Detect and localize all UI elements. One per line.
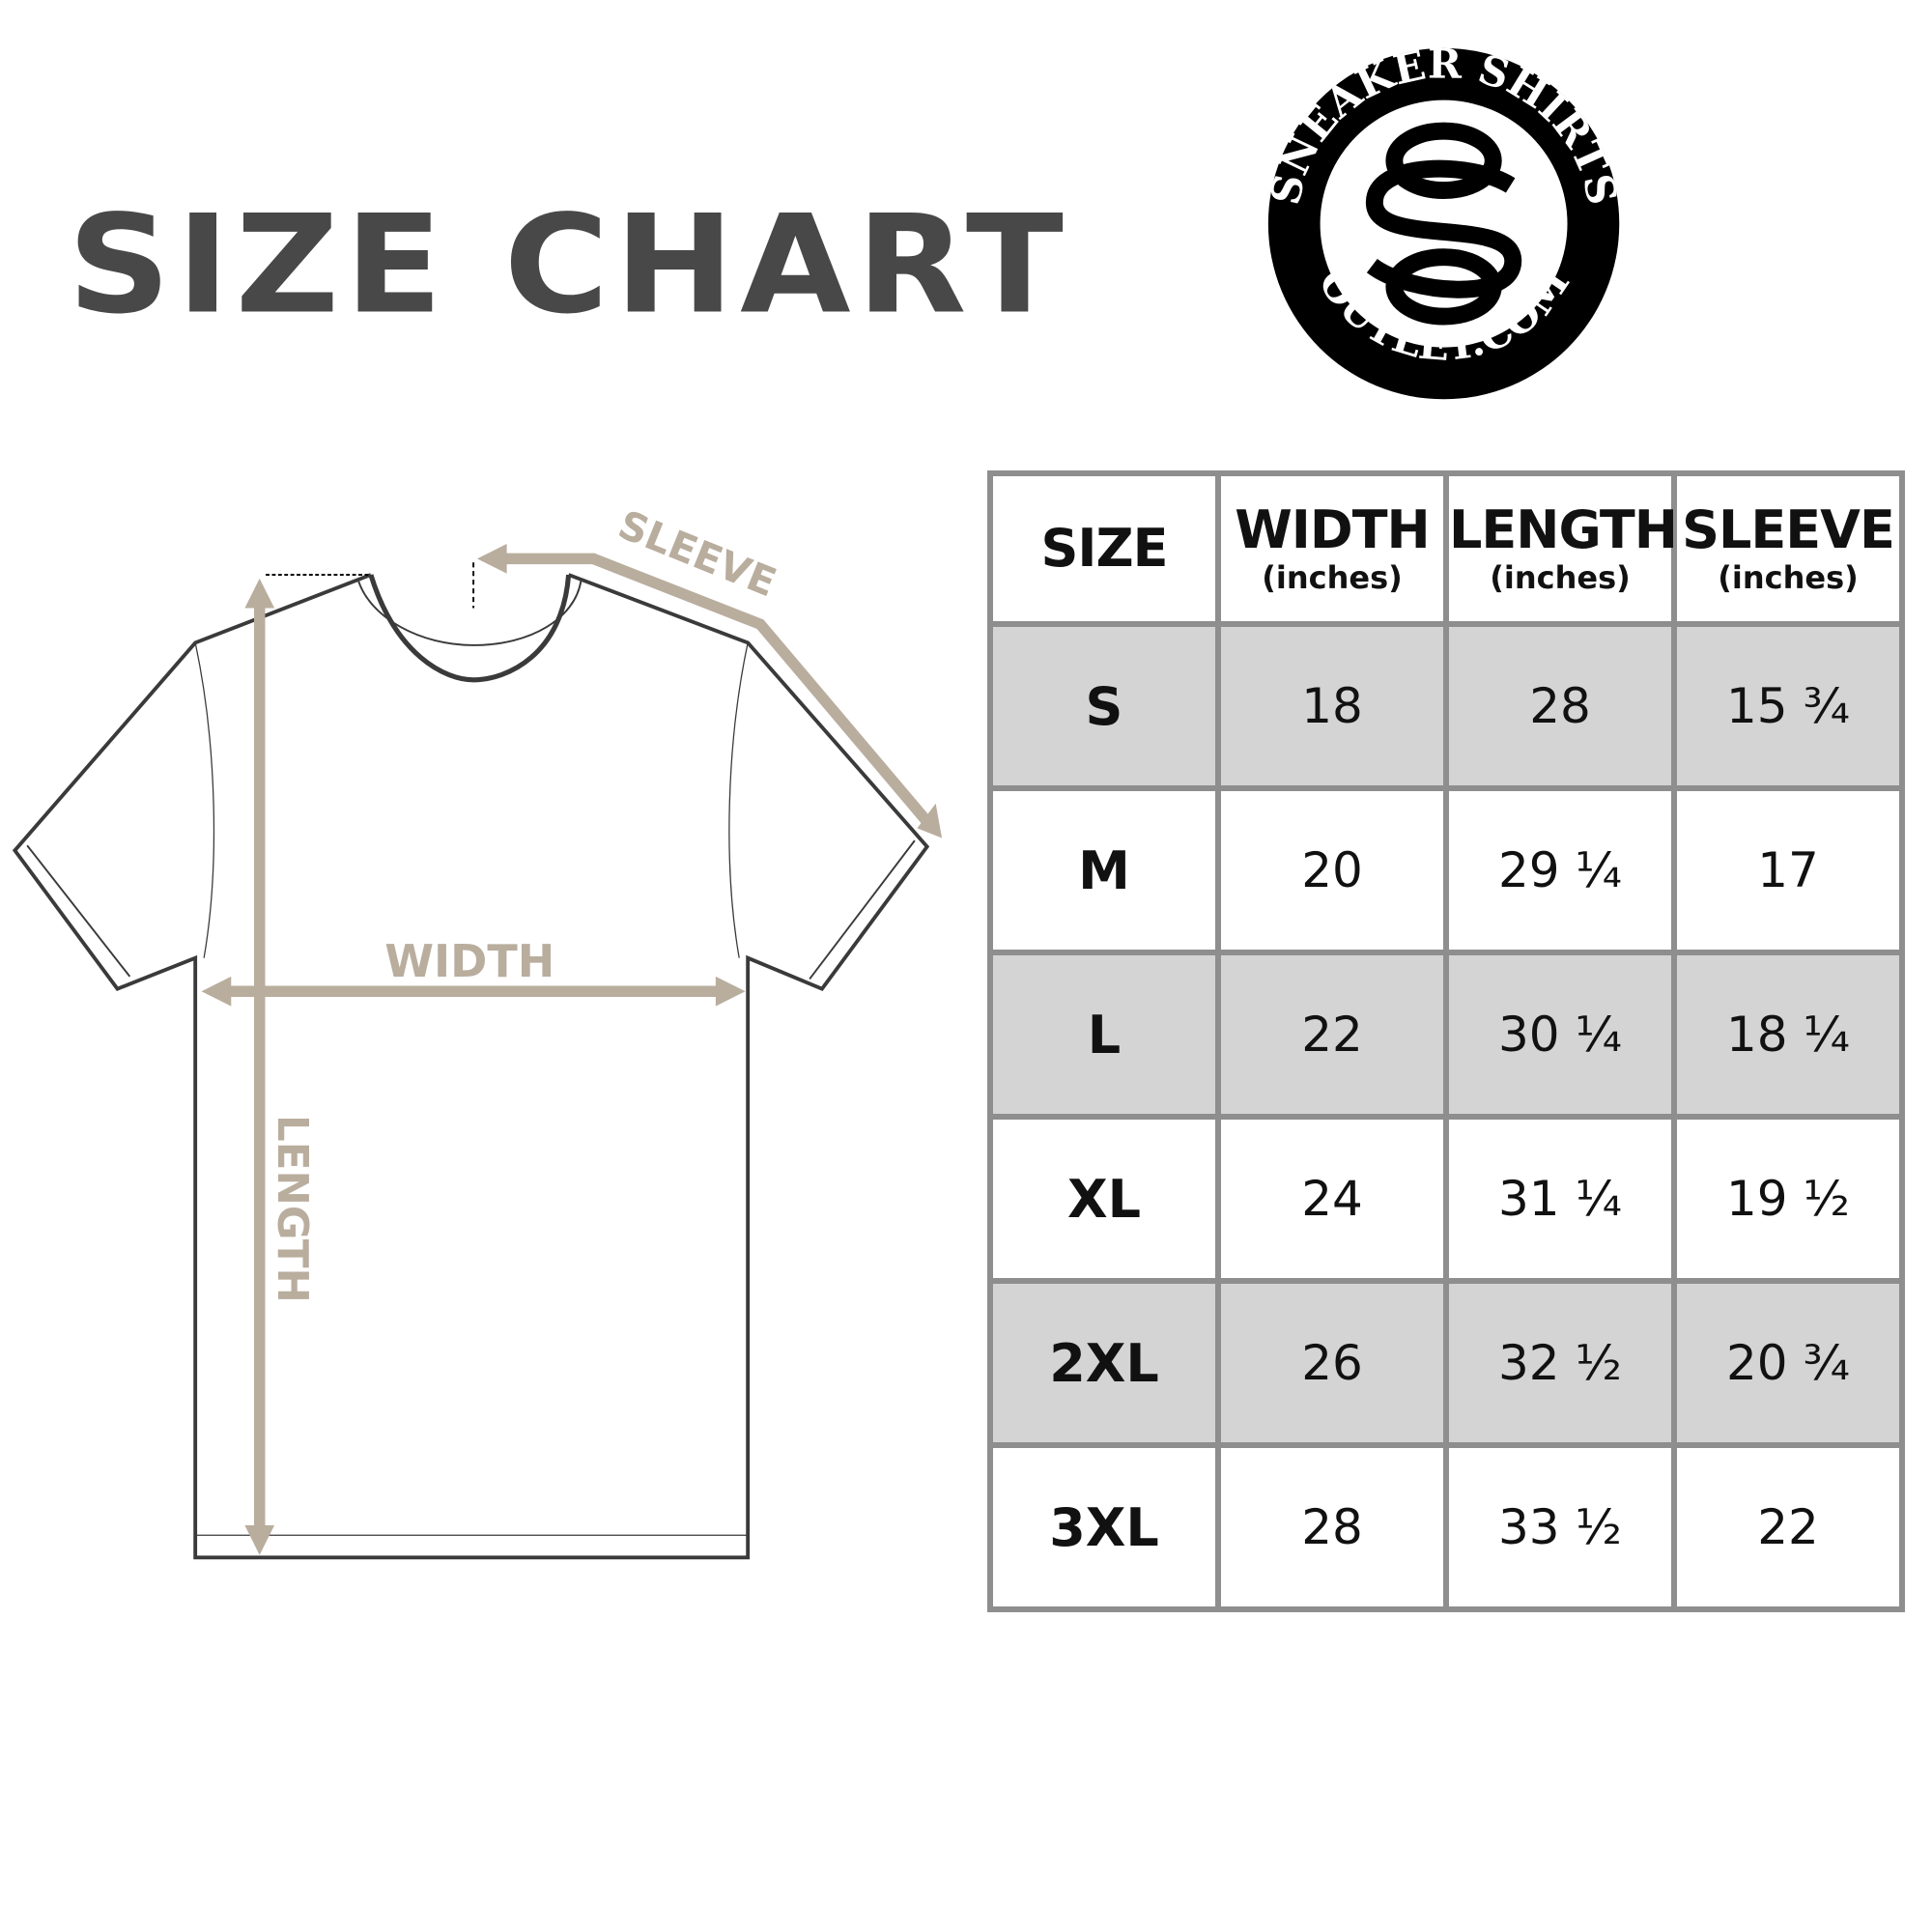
length-arrow: [244, 578, 275, 1555]
table-row: 2XL 26 32 ½ 20 ¾: [987, 1278, 1905, 1448]
header-width: WIDTH (inches): [1215, 470, 1449, 627]
header-size: SIZE: [987, 470, 1221, 627]
header-length: LENGTH (inches): [1443, 470, 1678, 627]
cell-length: 32 ½: [1443, 1278, 1677, 1448]
cell-width: 26: [1215, 1278, 1449, 1448]
cell-width: 20: [1215, 785, 1449, 955]
cell-length: 31 ¼: [1443, 1114, 1677, 1284]
cell-sleeve: 17: [1671, 785, 1905, 955]
cell-size: M: [987, 785, 1221, 955]
cell-length: 33 ½: [1443, 1442, 1677, 1612]
cell-size: XL: [987, 1114, 1221, 1284]
cell-sleeve: 20 ¾: [1671, 1278, 1905, 1448]
cell-sleeve: 22: [1671, 1442, 1905, 1612]
cell-width: 24: [1215, 1114, 1449, 1284]
tshirt-outline: [12, 573, 930, 1560]
table-header-row: SIZE WIDTH (inches) LENGTH (inches) SLEEVE…: [987, 470, 1905, 627]
table-row: S 18 28 15 ¾: [987, 621, 1905, 791]
cell-length: 28: [1443, 621, 1677, 791]
sleeve-arrow: [476, 544, 943, 838]
length-label: LENGTH: [268, 1115, 316, 1303]
cell-width: 22: [1215, 950, 1449, 1120]
cell-size: L: [987, 950, 1221, 1120]
cell-length: 30 ¼: [1443, 950, 1677, 1120]
table-row: 3XL 28 33 ½ 22: [987, 1442, 1905, 1612]
cell-size: 2XL: [987, 1278, 1221, 1448]
size-table: SIZE WIDTH (inches) LENGTH (inches) SLEEVE…: [987, 470, 1905, 1612]
table-row: XL 24 31 ¼ 19 ½: [987, 1114, 1905, 1284]
cell-width: 28: [1215, 1442, 1449, 1612]
table-row: M 20 29 ¼ 17: [987, 785, 1905, 955]
cell-width: 18: [1215, 621, 1449, 791]
header-sleeve: SLEEVE (inches): [1671, 470, 1905, 627]
brand-logo: SNEAKER SHIRTS OUTLET.COM: [1261, 40, 1627, 400]
monogram-icon: [1365, 122, 1522, 326]
cell-sleeve: 15 ¾: [1671, 621, 1905, 791]
sleeve-label: SLEEVE: [611, 501, 782, 607]
cell-size: S: [987, 621, 1221, 791]
cell-size: 3XL: [987, 1442, 1221, 1612]
cell-sleeve: 19 ½: [1671, 1114, 1905, 1284]
table-row: L 22 30 ¼ 18 ¼: [987, 950, 1905, 1120]
width-arrow: [201, 976, 746, 1007]
cell-length: 29 ¼: [1443, 785, 1677, 955]
width-label: WIDTH: [384, 935, 554, 987]
page-title: SIZE CHART: [68, 185, 1069, 344]
cell-sleeve: 18 ¼: [1671, 950, 1905, 1120]
